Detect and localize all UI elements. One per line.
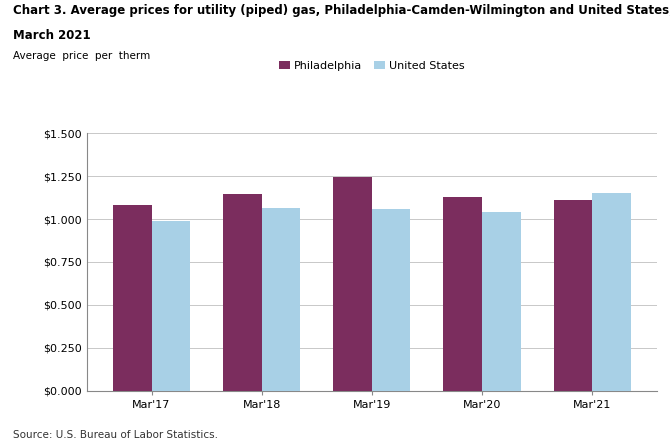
Text: Chart 3. Average prices for utility (piped) gas, Philadelphia-Camden-Wilmington : Chart 3. Average prices for utility (pip…: [13, 4, 670, 17]
Bar: [113, 205, 151, 391]
Bar: [333, 177, 372, 391]
Bar: [223, 194, 262, 391]
Bar: [444, 197, 482, 391]
Bar: [553, 200, 592, 391]
Text: March 2021: March 2021: [13, 29, 91, 42]
Bar: [151, 221, 190, 391]
Bar: [482, 212, 521, 391]
Text: Source: U.S. Bureau of Labor Statistics.: Source: U.S. Bureau of Labor Statistics.: [13, 429, 218, 440]
Bar: [372, 209, 411, 391]
Legend: Philadelphia, United States: Philadelphia, United States: [274, 56, 470, 75]
Bar: [592, 193, 630, 391]
Bar: [262, 208, 300, 391]
Text: Average  price  per  therm: Average price per therm: [13, 51, 151, 61]
